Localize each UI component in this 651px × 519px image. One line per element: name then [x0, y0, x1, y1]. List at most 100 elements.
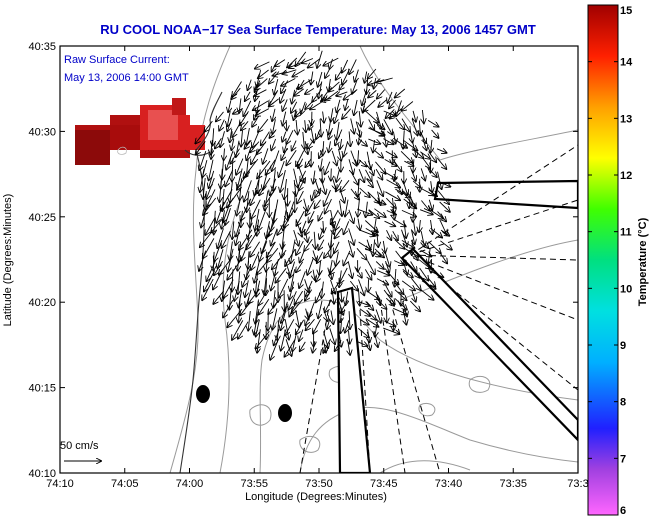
current-vector: [358, 169, 364, 182]
current-vector: [386, 260, 390, 272]
current-vector: [394, 219, 406, 226]
current-vector: [281, 80, 289, 93]
current-vector: [283, 111, 286, 126]
current-vector: [236, 220, 242, 236]
current-vector: [293, 168, 298, 188]
current-vector: [252, 131, 260, 147]
current-vector: [309, 210, 315, 222]
current-vector: [289, 61, 303, 68]
current-vector: [368, 119, 375, 129]
current-vector: [403, 309, 406, 325]
current-vector: [305, 141, 308, 154]
current-vector: [255, 61, 270, 69]
current-vector: [368, 68, 377, 79]
current-vector: [335, 129, 343, 146]
current-vector: [342, 59, 349, 73]
current-vector: [332, 281, 340, 294]
current-vector: [305, 280, 313, 296]
y-tick-label: 40:15: [28, 383, 56, 395]
current-vector: [292, 299, 303, 313]
current-vector: [325, 299, 332, 312]
current-vector: [281, 147, 288, 160]
current-vector: [345, 199, 348, 217]
current-vector: [431, 139, 432, 153]
colorbar-tick-label: 15: [620, 5, 632, 17]
current-vector: [411, 118, 418, 136]
current-vector: [419, 267, 429, 281]
current-vector: [320, 158, 322, 171]
current-vector: [301, 220, 307, 233]
x-tick-label: 74:10: [46, 478, 74, 490]
current-vector: [258, 208, 267, 230]
current-vector: [394, 169, 396, 181]
current-vector: [316, 270, 323, 281]
current-vector: [421, 231, 424, 246]
current-vector: [411, 229, 414, 244]
current-vector: [237, 169, 251, 190]
current-vector: [339, 330, 342, 347]
current-vector: [302, 58, 314, 64]
current-vector: [374, 150, 383, 158]
current-vector: [300, 341, 306, 351]
current-vector: [362, 89, 368, 106]
current-vector: [356, 248, 367, 259]
current-vector: [323, 220, 324, 232]
current-vector: [296, 309, 299, 327]
current-vector: [308, 138, 315, 149]
current-vector: [218, 249, 224, 268]
current-vector: [374, 121, 384, 130]
current-vector: [312, 189, 315, 200]
current-vector: [217, 228, 224, 248]
current-vector: [317, 251, 324, 263]
current-vector: [364, 220, 378, 233]
current-vector: [418, 259, 430, 269]
current-vector: [296, 240, 304, 255]
current-vector: [316, 129, 320, 138]
current-vector: [333, 179, 336, 189]
current-vector: [378, 99, 388, 107]
current-vector: [437, 171, 442, 189]
current-vector: [331, 217, 334, 234]
current-vector: [256, 271, 258, 294]
current-vector: [209, 159, 214, 181]
current-vector: [296, 109, 304, 117]
current-vector: [348, 209, 354, 223]
x-tick-label: 74:00: [176, 478, 204, 490]
current-vector: [320, 178, 326, 194]
current-vector: [242, 268, 251, 286]
current-vector: [234, 280, 240, 301]
current-vector: [431, 260, 432, 273]
current-vector: [390, 108, 402, 119]
current-vector: [364, 247, 381, 256]
current-vector: [319, 81, 322, 99]
current-vector: [232, 158, 233, 181]
current-vector: [358, 159, 367, 167]
current-vector: [251, 199, 261, 219]
current-vector: [325, 68, 331, 78]
current-vector: [365, 71, 367, 83]
current-vector: [275, 59, 286, 67]
current-vector: [366, 201, 368, 218]
current-vector: [245, 91, 251, 101]
current-vector: [230, 148, 240, 164]
current-vector: [225, 208, 231, 225]
current-vector: [273, 169, 275, 190]
current-vector: [329, 81, 340, 92]
current-vector: [439, 201, 450, 212]
current-vector: [437, 211, 447, 222]
current-vector: [413, 209, 414, 222]
current-vector: [293, 229, 299, 246]
current-vector: [376, 297, 386, 309]
current-vector: [428, 189, 437, 197]
current-vector: [318, 211, 322, 220]
current-vector: [271, 138, 277, 150]
current-vector: [319, 260, 321, 275]
current-vector: [282, 131, 286, 142]
current-vector: [373, 140, 375, 152]
current-vector: [285, 338, 296, 357]
colorbar-tick-label: 8: [620, 397, 626, 409]
current-vector: [286, 149, 297, 165]
current-vector: [393, 280, 404, 294]
current-vector: [348, 159, 353, 174]
